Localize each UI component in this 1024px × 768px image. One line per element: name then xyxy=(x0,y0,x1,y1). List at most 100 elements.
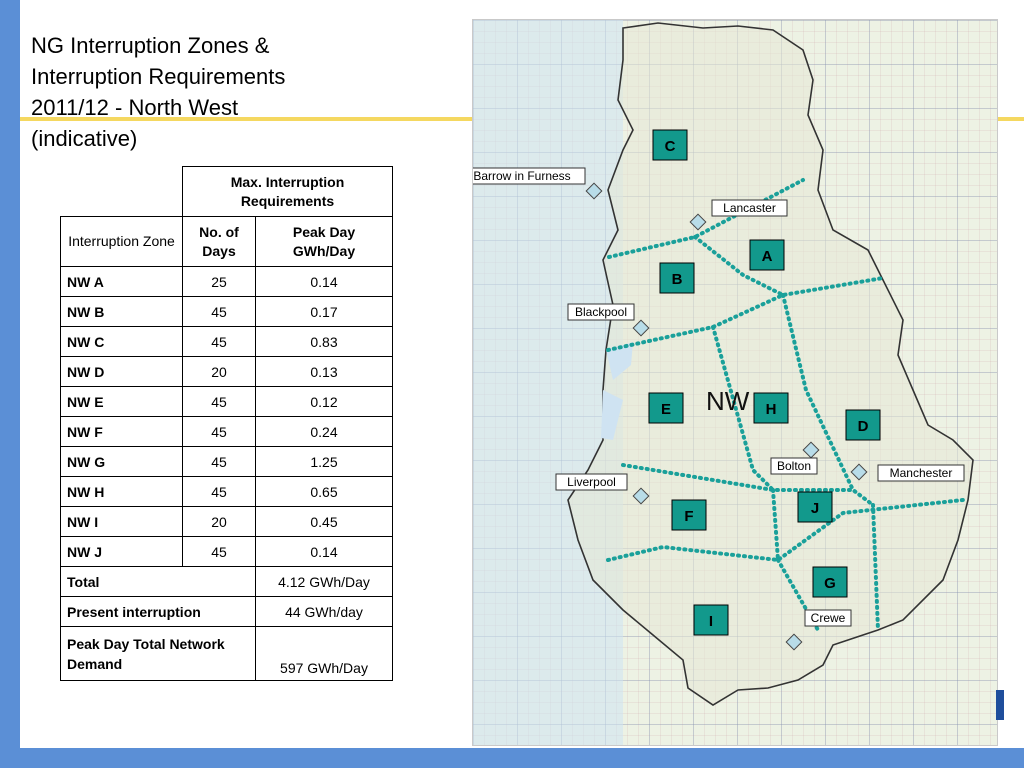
town-name: Blackpool xyxy=(575,305,627,319)
table-row: NW E 45 0.12 xyxy=(60,386,393,417)
zone-rows: NW A 25 0.14 NW B 45 0.17 NW C 45 0.83 NW D 20 0.13… xyxy=(60,266,393,567)
zone-box-fill xyxy=(753,392,789,424)
zone-boundary xyxy=(693,235,785,297)
town-label-box xyxy=(770,457,818,475)
town-label-crewe: Crewe xyxy=(804,609,852,627)
peak-cell: 0.65 xyxy=(255,476,393,507)
zone-box-c: C xyxy=(652,129,688,161)
town-label-bolton: Bolton xyxy=(770,457,818,475)
demand-row: Peak Day Total Network Demand 597 GWh/Da… xyxy=(60,626,393,681)
zone-boundaries xyxy=(606,178,965,632)
town-label-box xyxy=(804,609,852,627)
table-row: NW F 45 0.24 xyxy=(60,416,393,447)
slide-title: NG Interruption Zones & Interruption Req… xyxy=(31,30,361,154)
zone-boundary xyxy=(781,293,855,492)
days-cell: 25 xyxy=(182,266,256,297)
zone-cell: NW A xyxy=(60,266,183,297)
zone-box-f: F xyxy=(671,499,707,531)
zone-letter: F xyxy=(684,508,693,525)
table-row: NW C 45 0.83 xyxy=(60,326,393,357)
title-line-3: 2011/12 - North West xyxy=(31,95,239,120)
zone-boundary xyxy=(871,503,880,632)
peak-cell: 0.45 xyxy=(255,506,393,537)
days-cell: 45 xyxy=(182,326,256,357)
group-header: Max. Interruption Requirements xyxy=(182,166,393,217)
map-canvas: NW Barrow in Furness Lancaster Blackpool Bo… xyxy=(473,22,974,706)
zone-box-b: B xyxy=(659,262,695,294)
days-cell: 45 xyxy=(182,446,256,477)
zone-cell: NW F xyxy=(60,416,183,447)
zone-box-fill xyxy=(845,409,881,441)
table-row: NW J 45 0.14 xyxy=(60,536,393,567)
title-line-4: (indicative) xyxy=(31,126,138,151)
table-row: NW A 25 0.14 xyxy=(60,266,393,297)
demand-value: 597 GWh/Day xyxy=(255,626,393,681)
table-col-header-row: Interruption Zone No. of Days Peak Day G… xyxy=(60,216,393,267)
town-label-box xyxy=(567,303,635,321)
town-label-liverpool: Liverpool xyxy=(555,473,628,491)
town-label-blackpool: Blackpool xyxy=(567,303,635,321)
zone-box-fill xyxy=(693,604,729,636)
town-label-box xyxy=(473,167,586,185)
table-group-header-row: Max. Interruption Requirements xyxy=(60,166,393,217)
diamond-icon xyxy=(689,213,707,231)
zone-boundary xyxy=(621,463,875,507)
town-label-manchester: Manchester xyxy=(877,464,965,482)
col-header-days: No. of Days xyxy=(182,216,256,267)
zone-letter: H xyxy=(766,401,777,418)
town-label-barrow-in-furness: Barrow in Furness xyxy=(473,167,586,185)
region-label-nw: NW xyxy=(706,386,750,416)
zone-boundary xyxy=(771,488,780,562)
zone-letter: I xyxy=(709,613,713,630)
town-label-box xyxy=(877,464,965,482)
days-cell: 20 xyxy=(182,356,256,387)
town-name: Bolton xyxy=(777,459,811,473)
days-cell: 45 xyxy=(182,536,256,567)
title-line-1: NG Interruption Zones & xyxy=(31,33,270,58)
total-value: 4.12 GWh/Day xyxy=(255,566,393,597)
diamond-icon xyxy=(785,633,803,651)
bottom-accent-bar xyxy=(0,748,1024,768)
town-name: Liverpool xyxy=(567,475,616,489)
corner-tab xyxy=(996,690,1004,720)
zone-cell: NW D xyxy=(60,356,183,387)
left-accent-bar xyxy=(0,0,20,768)
present-row: Present interruption 44 GWh/day xyxy=(60,596,393,627)
total-label: Total xyxy=(60,566,256,597)
zone-boxes: C A B E H D J F G I xyxy=(648,129,881,636)
present-label: Present interruption xyxy=(60,596,256,627)
zone-box-fill xyxy=(812,566,848,598)
zone-box-fill xyxy=(749,239,785,271)
days-cell: 45 xyxy=(182,476,256,507)
zone-letter: G xyxy=(824,575,836,592)
town-labels: Barrow in Furness Lancaster Blackpool Bolto… xyxy=(473,167,965,627)
town-label-box xyxy=(555,473,628,491)
zone-cell: NW B xyxy=(60,296,183,327)
table-corner-cell xyxy=(60,166,183,217)
diamond-icon xyxy=(850,463,868,481)
zone-boundary xyxy=(606,276,885,352)
zone-letter: E xyxy=(661,401,671,418)
zone-cell: NW I xyxy=(60,506,183,537)
peak-cell: 0.13 xyxy=(255,356,393,387)
table-row: NW D 20 0.13 xyxy=(60,356,393,387)
peak-cell: 1.25 xyxy=(255,446,393,477)
town-name: Manchester xyxy=(890,466,953,480)
zone-box-fill xyxy=(797,491,833,523)
peak-cell: 0.17 xyxy=(255,296,393,327)
zone-box-fill xyxy=(671,499,707,531)
peak-cell: 0.24 xyxy=(255,416,393,447)
demand-label: Peak Day Total Network Demand xyxy=(60,626,256,681)
table-row: NW H 45 0.65 xyxy=(60,476,393,507)
zone-cell: NW H xyxy=(60,476,183,507)
peak-cell: 0.83 xyxy=(255,326,393,357)
days-cell: 45 xyxy=(182,386,256,417)
zone-letter: B xyxy=(672,271,683,288)
days-cell: 45 xyxy=(182,296,256,327)
town-label-box xyxy=(711,199,788,217)
zone-box-e: E xyxy=(648,392,684,424)
peak-cell: 0.12 xyxy=(255,386,393,417)
town-markers xyxy=(585,182,868,651)
zone-box-fill xyxy=(652,129,688,161)
zone-box-d: D xyxy=(845,409,881,441)
